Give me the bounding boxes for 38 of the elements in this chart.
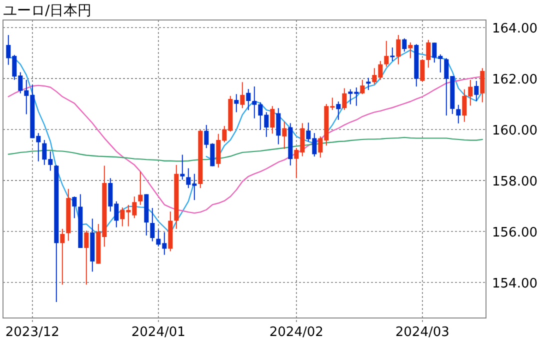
candlestick bbox=[234, 94, 239, 113]
candlestick bbox=[408, 42, 413, 59]
candlestick bbox=[60, 228, 65, 286]
y-tick-label: 160.00 bbox=[492, 124, 538, 139]
candlestick bbox=[360, 79, 365, 95]
line-series bbox=[8, 136, 483, 162]
x-tick-label: 2024/01 bbox=[131, 325, 186, 340]
candlestick bbox=[342, 88, 347, 110]
chart-title: ユーロ/日本円 bbox=[3, 3, 92, 19]
candlestick bbox=[420, 58, 425, 82]
candlestick bbox=[72, 196, 77, 219]
candlestick bbox=[384, 40, 389, 68]
candlestick bbox=[270, 106, 275, 134]
candlestick bbox=[474, 80, 479, 102]
candlestick bbox=[240, 82, 245, 109]
y-tick-label: 156.00 bbox=[492, 225, 538, 240]
candlestick bbox=[366, 77, 371, 91]
x-tick-label: 2024/03 bbox=[395, 325, 450, 340]
candlestick bbox=[84, 230, 89, 286]
candlestick bbox=[282, 121, 287, 150]
y-tick-label: 158.00 bbox=[492, 174, 538, 190]
x-tick-label: 2024/02 bbox=[269, 325, 324, 340]
y-tick-label: 164.00 bbox=[492, 22, 538, 37]
candlestick bbox=[276, 108, 281, 145]
candlestick bbox=[246, 88, 251, 111]
candlestick bbox=[150, 207, 155, 242]
candlestick bbox=[426, 39, 431, 68]
candlestick bbox=[138, 171, 143, 206]
candlestick bbox=[396, 34, 401, 65]
y-tick-label: 154.00 bbox=[492, 276, 538, 292]
y-tick-label: 162.00 bbox=[492, 72, 538, 88]
candlestick bbox=[390, 47, 395, 62]
candlestick bbox=[336, 101, 341, 120]
candlestick bbox=[456, 104, 461, 124]
x-tick-label: 2023/12 bbox=[5, 325, 60, 340]
candlestick bbox=[402, 38, 407, 52]
candlestick bbox=[180, 154, 185, 180]
candlestick bbox=[480, 68, 485, 103]
